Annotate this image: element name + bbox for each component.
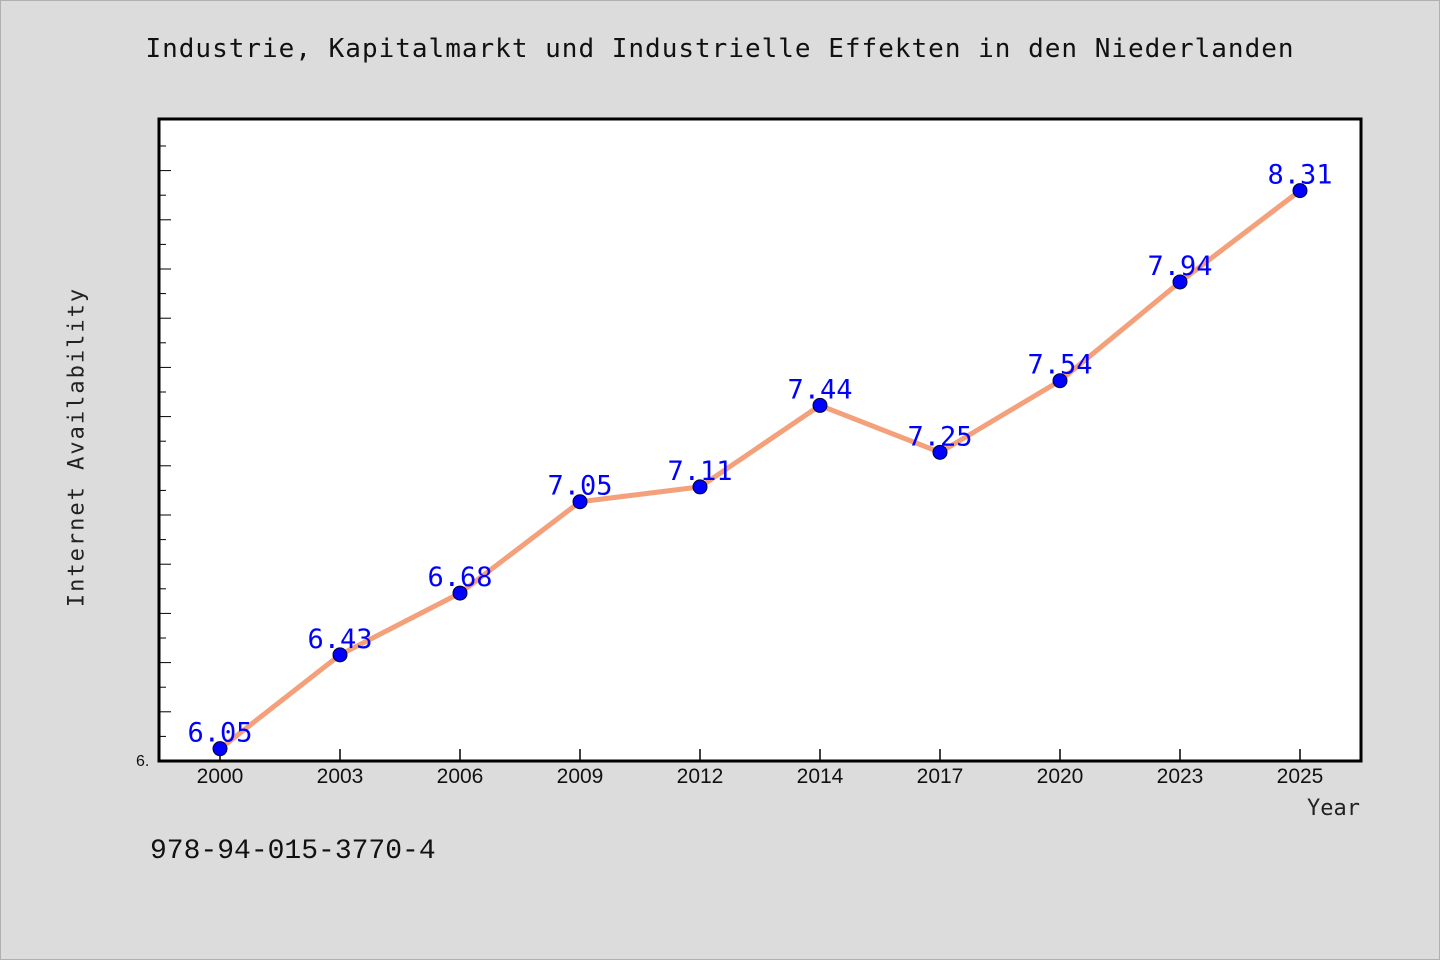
data-label: 7.44 [787, 374, 852, 405]
x-axis-ticks: 2000 2003 2006 2009 2012 2014 2017 2020 2023 2025 [197, 749, 1324, 788]
data-label: 7.11 [667, 456, 732, 487]
x-tick-label: 2000 [197, 765, 244, 788]
chart-title: Industrie, Kapitalmarkt und Industrielle… [145, 34, 1295, 64]
x-tick-label: 2014 [797, 765, 844, 788]
x-tick-label: 2025 [1277, 765, 1324, 788]
data-label: 6.05 [187, 718, 252, 749]
data-point [572, 494, 588, 510]
data-point [812, 397, 828, 413]
data-point [212, 741, 228, 757]
x-tick-label: 2017 [917, 765, 964, 788]
data-point [692, 479, 708, 495]
data-markers [212, 183, 1308, 757]
data-point [1172, 274, 1188, 290]
x-tick-label: 2006 [437, 765, 484, 788]
data-label: 7.54 [1027, 350, 1092, 381]
data-label: 7.05 [547, 471, 612, 502]
series-line [217, 188, 1303, 752]
x-tick-label: 2020 [1037, 765, 1084, 788]
data-label: 7.94 [1147, 251, 1212, 282]
data-label: 8.31 [1267, 160, 1332, 191]
data-point [452, 585, 468, 601]
data-point [932, 444, 948, 460]
data-label: 7.25 [907, 421, 972, 452]
x-tick-label: 2023 [1157, 765, 1204, 788]
data-point [332, 647, 348, 663]
isbn-text: 978-94-015-3770-4 [150, 836, 436, 867]
x-axis-label: Year [1307, 796, 1360, 821]
y-tick-label: 6. [136, 753, 149, 770]
data-labels: 6.05 6.43 6.68 7.05 7.11 7.44 7.25 7.54 7.94 8.31 [187, 160, 1332, 749]
plot-background [157, 117, 1363, 763]
data-point [1292, 183, 1308, 199]
data-label: 6.68 [427, 562, 492, 593]
x-tick-label: 2009 [557, 765, 604, 788]
data-label: 6.43 [307, 624, 372, 655]
x-tick-label: 2012 [677, 765, 724, 788]
y-axis-ticks [159, 145, 171, 762]
y-axis-label: Internet Availability [64, 286, 90, 608]
x-tick-label: 2003 [317, 765, 364, 788]
data-point [1052, 373, 1068, 389]
